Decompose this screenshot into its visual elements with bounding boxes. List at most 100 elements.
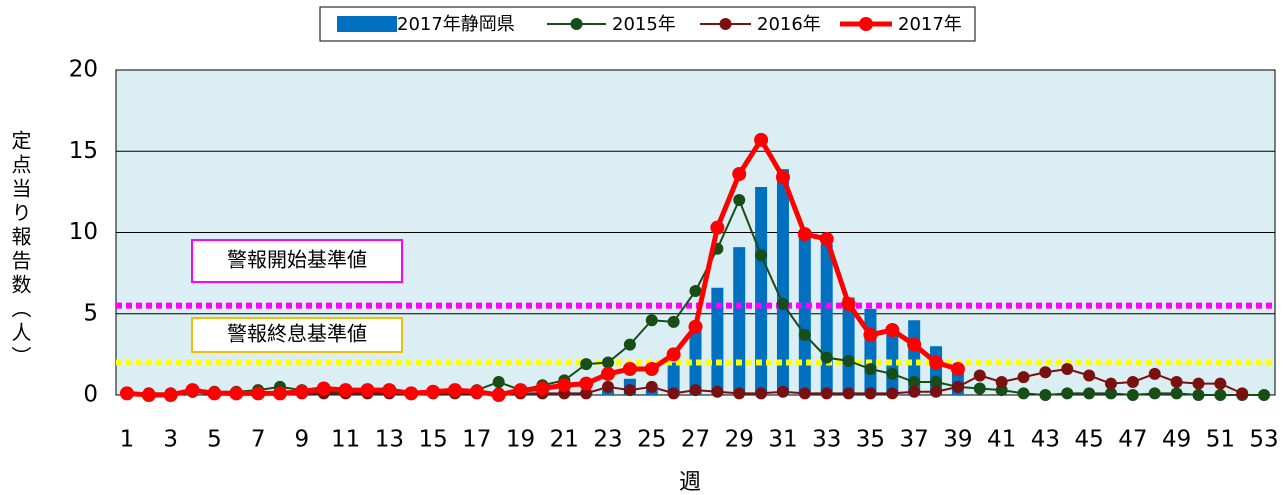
marker bbox=[1104, 387, 1117, 400]
marker bbox=[797, 227, 812, 242]
marker bbox=[119, 386, 134, 401]
marker bbox=[273, 386, 288, 401]
marker bbox=[163, 388, 178, 402]
x-tick-label: 17 bbox=[462, 427, 491, 453]
marker bbox=[864, 363, 877, 375]
x-axis-label: 週 bbox=[679, 470, 701, 495]
marker bbox=[908, 376, 921, 388]
x-tick-label: 49 bbox=[1162, 427, 1191, 453]
marker bbox=[819, 232, 834, 246]
marker bbox=[886, 387, 899, 400]
marker bbox=[207, 386, 222, 401]
marker bbox=[755, 387, 768, 400]
y-tick-label: 0 bbox=[83, 382, 98, 408]
marker bbox=[251, 386, 266, 401]
x-tick-label: 37 bbox=[900, 427, 929, 453]
marker bbox=[776, 385, 789, 398]
legend-swatch bbox=[337, 16, 397, 32]
marker bbox=[1148, 387, 1161, 400]
marker bbox=[338, 383, 353, 398]
marker bbox=[1039, 389, 1052, 401]
annotation-box bbox=[191, 317, 403, 353]
marker bbox=[644, 362, 659, 376]
x-tick-label: 31 bbox=[768, 427, 797, 453]
x-tick-label: 33 bbox=[812, 427, 841, 453]
y-tick-label: 20 bbox=[69, 57, 98, 83]
marker bbox=[666, 347, 681, 362]
marker bbox=[1083, 369, 1096, 382]
marker bbox=[492, 376, 505, 388]
legend-label: 2017年 bbox=[898, 14, 962, 35]
marker bbox=[1170, 376, 1183, 388]
marker bbox=[733, 194, 746, 206]
marker bbox=[776, 298, 789, 310]
marker bbox=[360, 383, 375, 398]
x-tick-label: 47 bbox=[1118, 427, 1147, 453]
marker bbox=[1104, 377, 1117, 390]
marker bbox=[798, 328, 811, 341]
marker bbox=[1192, 377, 1205, 390]
x-tick-label: 43 bbox=[1031, 427, 1060, 453]
x-tick-label: 11 bbox=[331, 427, 360, 453]
marker bbox=[667, 387, 680, 400]
y-tick-label: 10 bbox=[69, 219, 98, 245]
marker bbox=[623, 384, 636, 397]
marker bbox=[689, 384, 702, 397]
marker bbox=[930, 376, 943, 388]
legend-marker bbox=[570, 18, 583, 30]
x-tick-label: 5 bbox=[207, 427, 222, 453]
legend-label: 2017年静岡県 bbox=[397, 14, 515, 35]
marker bbox=[229, 386, 244, 401]
marker bbox=[645, 380, 658, 393]
marker bbox=[557, 378, 572, 393]
annotation-label: 警報終息基準値 bbox=[227, 322, 367, 346]
marker bbox=[929, 355, 944, 370]
marker bbox=[316, 381, 331, 396]
x-tick-label: 25 bbox=[637, 427, 666, 453]
marker bbox=[732, 167, 747, 181]
bar bbox=[776, 169, 789, 395]
marker bbox=[535, 381, 550, 396]
marker bbox=[863, 327, 878, 342]
line bbox=[126, 367, 1243, 395]
x-tick-label: 7 bbox=[251, 427, 266, 453]
bar bbox=[864, 308, 877, 395]
marker bbox=[1017, 387, 1030, 400]
marker bbox=[755, 249, 768, 262]
bar bbox=[667, 362, 680, 395]
marker bbox=[820, 351, 833, 364]
marker bbox=[842, 387, 855, 400]
bar bbox=[711, 287, 724, 395]
x-tick-label: 51 bbox=[1206, 427, 1235, 453]
marker bbox=[426, 384, 441, 399]
bar bbox=[820, 243, 833, 395]
marker bbox=[930, 385, 943, 398]
marker bbox=[973, 369, 986, 382]
x-tick-label: 27 bbox=[681, 427, 710, 453]
x-tick-label: 41 bbox=[987, 427, 1016, 453]
marker bbox=[950, 362, 965, 376]
marker bbox=[1083, 387, 1096, 400]
marker bbox=[1148, 367, 1161, 380]
marker bbox=[1126, 376, 1139, 388]
legend-marker bbox=[859, 17, 873, 31]
y-tick-label: 15 bbox=[69, 138, 98, 164]
annotation-label: 警報開始基準値 bbox=[227, 248, 367, 272]
marker bbox=[602, 356, 615, 369]
x-tick-label: 15 bbox=[418, 427, 447, 453]
marker bbox=[1039, 366, 1052, 379]
y-axis-label: 定点当り報告数（人） bbox=[8, 130, 32, 370]
marker bbox=[1170, 387, 1183, 400]
marker bbox=[1214, 377, 1227, 390]
marker bbox=[798, 387, 811, 400]
marker bbox=[141, 388, 156, 402]
marker bbox=[995, 376, 1008, 388]
annotation-box bbox=[191, 239, 403, 283]
marker bbox=[688, 319, 703, 334]
x-tick-label: 13 bbox=[375, 427, 404, 453]
marker bbox=[294, 384, 309, 399]
x-tick-label: 1 bbox=[120, 427, 135, 453]
bar bbox=[733, 247, 746, 395]
marker bbox=[864, 387, 877, 400]
